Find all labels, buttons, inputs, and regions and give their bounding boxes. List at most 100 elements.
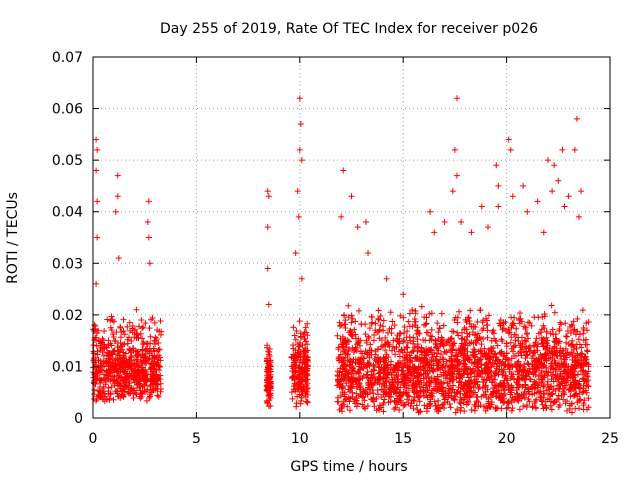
data-point (543, 387, 550, 394)
data-point (288, 389, 295, 396)
data-point (341, 375, 348, 382)
data-point (480, 376, 487, 383)
data-point (559, 146, 566, 153)
data-point (481, 345, 488, 352)
data-point (264, 224, 271, 231)
data-point (394, 376, 401, 383)
data-point (412, 379, 419, 386)
data-point (580, 325, 587, 332)
data-point (263, 368, 270, 375)
data-point (504, 404, 511, 411)
data-point (467, 370, 474, 377)
data-point (422, 321, 429, 328)
data-point (382, 334, 389, 341)
data-point (264, 188, 271, 195)
data-point (514, 379, 521, 386)
data-point (378, 337, 385, 344)
data-point (543, 334, 550, 341)
data-point (474, 318, 481, 325)
data-point (503, 405, 510, 412)
data-point (525, 361, 532, 368)
data-point (489, 328, 496, 335)
data-point (390, 337, 397, 344)
data-point (154, 354, 161, 361)
data-point (477, 348, 484, 355)
data-point (406, 393, 413, 400)
data-point (335, 344, 342, 351)
data-point (97, 389, 104, 396)
data-point (446, 385, 453, 392)
data-point (99, 362, 106, 369)
data-point (472, 353, 479, 360)
y-tick-label: 0 (74, 411, 83, 427)
data-point (146, 355, 153, 362)
data-point (116, 355, 123, 362)
data-point (565, 340, 572, 347)
data-point (126, 372, 133, 379)
data-point (531, 358, 538, 365)
data-point (299, 359, 306, 366)
data-point (341, 366, 348, 373)
data-point (468, 379, 475, 386)
data-point (475, 364, 482, 371)
data-point (375, 316, 382, 323)
y-tick-label: 0.03 (52, 256, 83, 272)
data-point (548, 383, 555, 390)
y-tick-label: 0.06 (52, 102, 83, 118)
data-point (445, 336, 452, 343)
data-point (456, 308, 463, 315)
data-point (341, 398, 348, 405)
data-point (569, 350, 576, 357)
data-point (439, 337, 446, 344)
data-point (99, 348, 106, 355)
data-point (465, 314, 472, 321)
data-point (349, 389, 356, 396)
data-point (494, 342, 501, 349)
data-point (351, 368, 358, 375)
data-point (484, 386, 491, 393)
data-point (347, 407, 354, 414)
data-point (114, 388, 121, 395)
data-point (146, 325, 153, 332)
data-point (559, 373, 566, 379)
data-point (581, 397, 588, 404)
data-point (157, 388, 164, 395)
data-point (362, 405, 369, 412)
data-point (544, 157, 551, 164)
data-point (460, 399, 467, 406)
data-point (542, 405, 549, 412)
data-point (498, 405, 505, 412)
data-point (580, 406, 587, 413)
data-point (336, 319, 343, 326)
data-point (370, 390, 377, 397)
data-point (406, 368, 413, 375)
data-point (476, 368, 483, 375)
data-point (267, 402, 274, 409)
data-point (563, 333, 570, 340)
data-point (428, 392, 435, 399)
data-point (96, 376, 103, 383)
data-point (380, 355, 387, 362)
data-point (585, 395, 592, 402)
data-point (294, 393, 301, 400)
data-point (478, 203, 485, 210)
data-point (516, 320, 523, 327)
data-point (548, 302, 555, 309)
data-point (143, 378, 150, 385)
data-point (303, 347, 310, 354)
data-point (380, 369, 387, 376)
data-point (483, 360, 490, 367)
data-point (417, 408, 424, 415)
data-point (414, 347, 421, 354)
data-point (446, 401, 453, 408)
data-point (433, 344, 440, 351)
data-point (432, 356, 439, 363)
data-point (567, 381, 574, 388)
data-point (400, 291, 407, 298)
data-point (101, 327, 108, 334)
data-point (428, 310, 435, 317)
data-point (147, 393, 154, 400)
data-point (362, 331, 369, 338)
data-point (394, 395, 401, 402)
data-point (572, 377, 579, 384)
